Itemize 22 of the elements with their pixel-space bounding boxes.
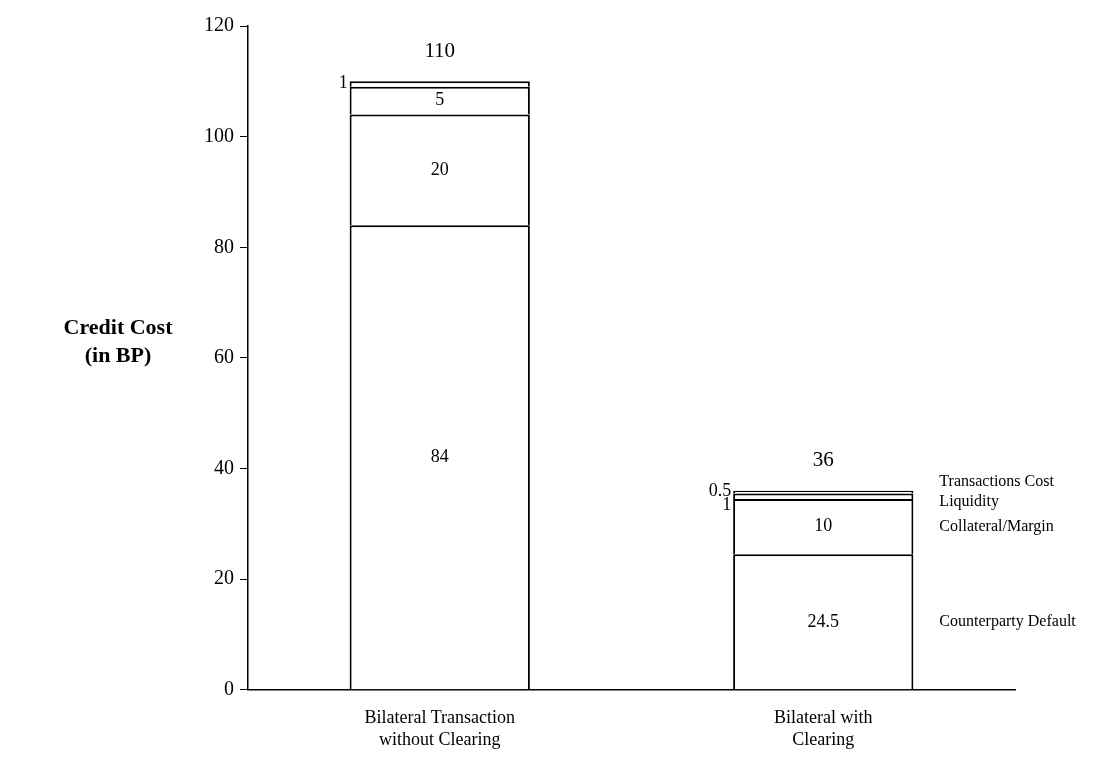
x-tick-label: Bilateral Transaction without Clearing bbox=[364, 707, 515, 749]
data-label: 20 bbox=[430, 158, 449, 179]
series-label: Transactions Cost bbox=[939, 472, 1055, 490]
series-label: Collateral/Margin bbox=[939, 516, 1054, 535]
y-tick-label: 120 bbox=[204, 13, 234, 36]
series-label: Liquidity bbox=[939, 492, 999, 511]
total-label: 36 bbox=[812, 447, 834, 472]
y-tick-label: 20 bbox=[214, 566, 234, 589]
series-label: Counterparty Default bbox=[939, 611, 1077, 630]
data-label: 84 bbox=[430, 445, 449, 466]
y-tick-label: 60 bbox=[214, 345, 234, 368]
data-label: 1 bbox=[338, 71, 348, 92]
data-label: 24.5 bbox=[807, 610, 839, 631]
data-label: 10 bbox=[814, 515, 833, 536]
x-tick-label: Bilateral with Clearing bbox=[774, 707, 873, 749]
y-tick-label: 80 bbox=[214, 234, 234, 257]
y-tick-label: 100 bbox=[204, 123, 234, 146]
y-tick-label: 0 bbox=[224, 677, 234, 700]
data-label: 5 bbox=[435, 89, 445, 110]
y-tick-label: 40 bbox=[214, 455, 234, 478]
y-axis-title: Credit Cost (in BP) bbox=[63, 313, 174, 367]
total-label: 110 bbox=[424, 37, 456, 62]
